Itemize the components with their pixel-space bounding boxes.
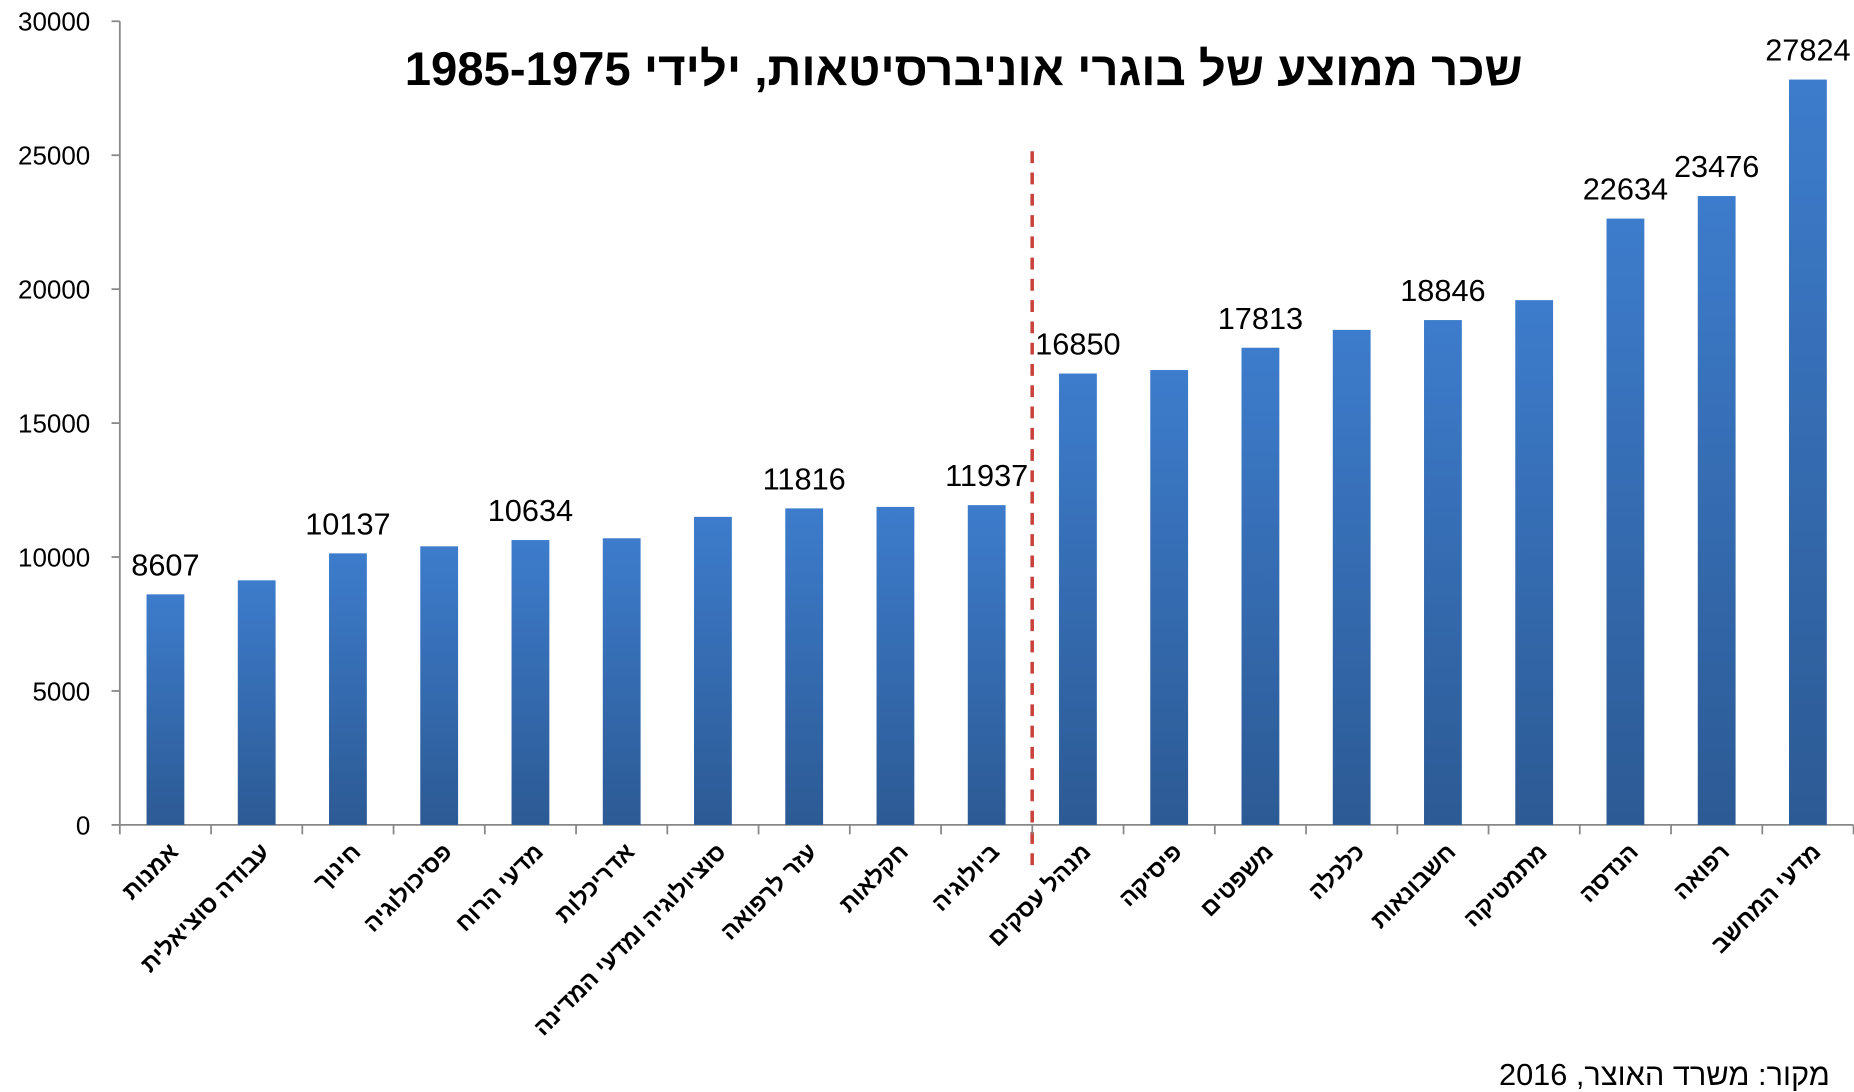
bar <box>237 580 276 825</box>
value-label: 11937 <box>945 458 1028 493</box>
x-tick-label: חשבונאות <box>1366 839 1461 934</box>
y-tick-label: 15000 <box>18 409 90 439</box>
bar <box>1424 320 1462 825</box>
chart-title: שכר ממוצע של בוגרי אוניברסיטאות, ילידי 1… <box>405 43 1523 96</box>
x-tick-label: כלכלה <box>1304 839 1370 905</box>
value-label: 27824 <box>1765 33 1850 68</box>
bar <box>876 506 915 825</box>
y-tick-label: 20000 <box>18 275 90 305</box>
x-tick-label: משפטים <box>1196 839 1279 922</box>
y-tick-label: 30000 <box>18 7 90 37</box>
x-tick-label: אדריכלות <box>551 839 640 928</box>
x-tick-label: מדעי הרוח <box>451 839 549 937</box>
value-label: 11816 <box>763 461 846 496</box>
bar <box>967 505 1006 825</box>
x-tick-label: סוציולוגיה ומדעי המדינה <box>529 839 731 1041</box>
value-label: 22634 <box>1583 172 1668 207</box>
bar <box>329 553 367 825</box>
x-tick-label: חינוך <box>309 839 366 896</box>
value-label: 10137 <box>305 506 390 541</box>
value-label: 23476 <box>1674 149 1759 184</box>
value-label: 10634 <box>488 493 573 528</box>
bar <box>1150 370 1189 825</box>
bar <box>420 546 459 825</box>
x-tick-label: הנדסה <box>1575 839 1644 908</box>
x-tick-label: חקלאות <box>835 839 914 918</box>
value-label: 16850 <box>1035 327 1120 362</box>
x-tick-label: אמנות <box>118 839 184 905</box>
x-tick-label: פסיכולוגיה <box>359 839 458 938</box>
bar <box>1606 218 1645 825</box>
bar <box>785 508 824 825</box>
y-tick-label: 5000 <box>32 676 90 706</box>
x-tick-label: רפואה <box>1669 839 1735 905</box>
bar <box>1241 347 1280 825</box>
value-label: 17813 <box>1218 301 1303 336</box>
bar <box>1059 373 1097 825</box>
bar <box>1515 300 1554 825</box>
y-tick-label: 0 <box>76 810 90 840</box>
y-tick-label: 25000 <box>18 141 90 171</box>
bar <box>146 594 185 825</box>
value-label: 18846 <box>1400 273 1485 308</box>
bar <box>1789 79 1827 825</box>
bar <box>1697 196 1736 825</box>
x-tick-label: מתמטיקה <box>1459 839 1552 932</box>
x-tick-label: עזר לרפואה <box>716 839 822 945</box>
bar <box>694 516 732 825</box>
bar <box>511 540 550 825</box>
x-tick-label: ביולוגיה <box>927 839 1005 917</box>
bar <box>1332 329 1371 825</box>
bar <box>602 538 641 825</box>
y-tick-label: 10000 <box>18 542 90 572</box>
value-label: 8607 <box>131 547 199 582</box>
x-tick-label: פיסיקה <box>1115 839 1188 912</box>
source-note: מקור: משרד האוצר, 2016 <box>1499 1057 1830 1092</box>
